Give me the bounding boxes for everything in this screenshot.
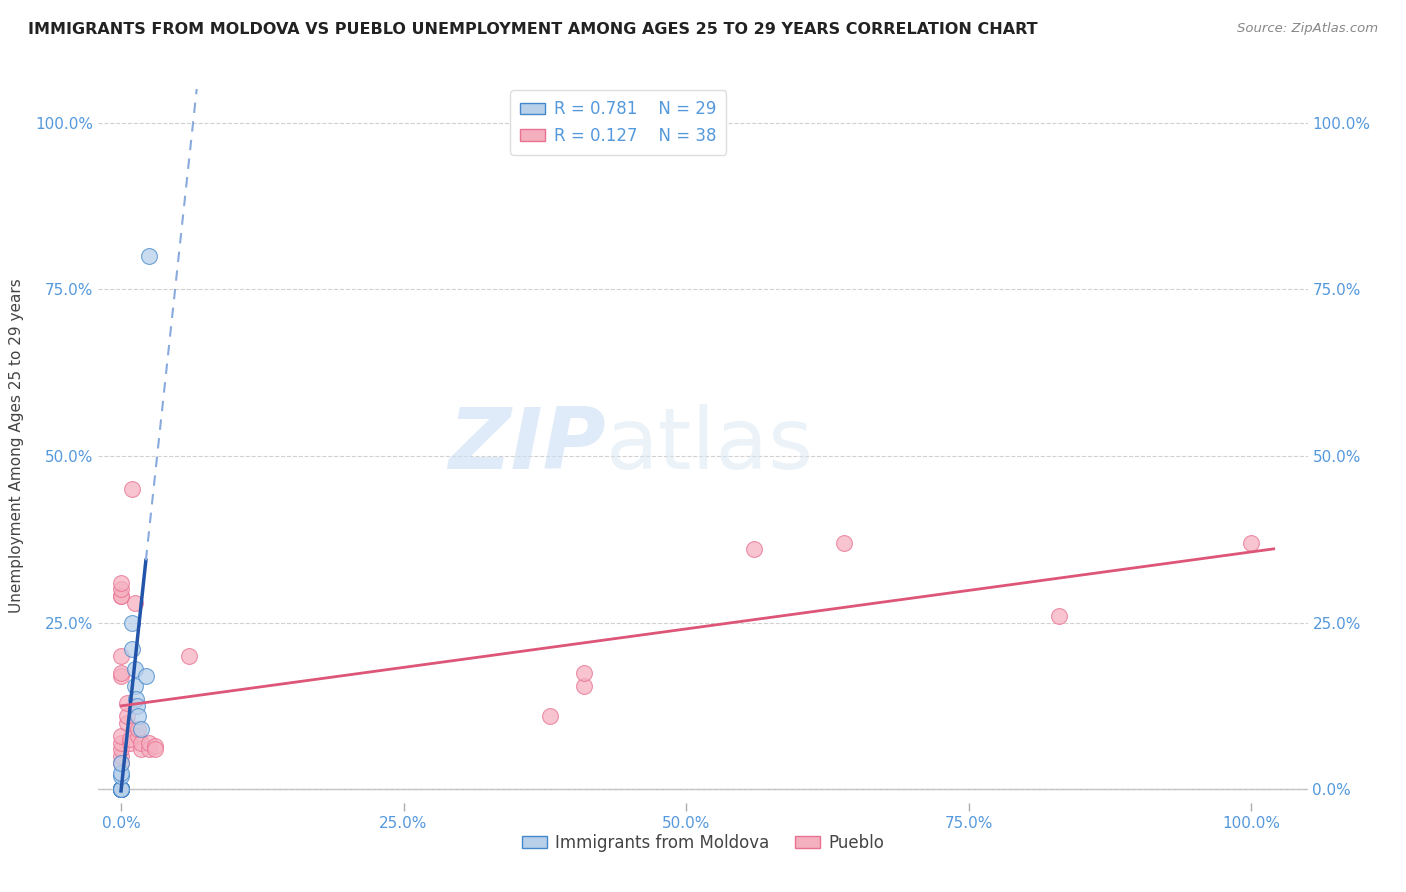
Point <box>110 782 132 797</box>
Point <box>127 709 149 723</box>
Point <box>138 742 160 756</box>
Point <box>110 649 132 664</box>
Point <box>110 782 132 797</box>
Point <box>124 662 146 676</box>
Point <box>110 669 132 683</box>
Point <box>124 679 146 693</box>
Point <box>110 782 132 797</box>
Point <box>135 669 157 683</box>
Point <box>110 589 132 603</box>
Point <box>110 756 132 770</box>
Point <box>120 732 142 747</box>
Point <box>110 589 132 603</box>
Point <box>110 756 132 770</box>
Point <box>127 723 149 737</box>
Text: Source: ZipAtlas.com: Source: ZipAtlas.com <box>1237 22 1378 36</box>
Y-axis label: Unemployment Among Ages 25 to 29 years: Unemployment Among Ages 25 to 29 years <box>10 278 24 614</box>
Point <box>110 582 132 597</box>
Point <box>110 782 132 797</box>
Text: ZIP: ZIP <box>449 404 606 488</box>
Point <box>110 782 132 797</box>
Point <box>115 696 138 710</box>
Point <box>110 575 132 590</box>
Point <box>832 535 855 549</box>
Point <box>138 736 160 750</box>
Point <box>177 649 200 664</box>
Point <box>110 782 132 797</box>
Point <box>110 782 132 797</box>
Point <box>110 729 132 743</box>
Point <box>115 709 138 723</box>
Text: atlas: atlas <box>606 404 814 488</box>
Point <box>131 723 153 737</box>
Point <box>1240 535 1263 549</box>
Point <box>110 782 132 797</box>
Point <box>110 769 132 783</box>
Point <box>110 782 132 797</box>
Point <box>131 736 153 750</box>
Legend: Immigrants from Moldova, Pueblo: Immigrants from Moldova, Pueblo <box>516 828 890 859</box>
Point <box>110 782 132 797</box>
Point <box>110 665 132 680</box>
Point <box>110 782 132 797</box>
Point <box>110 782 132 797</box>
Point <box>143 739 166 753</box>
Point <box>574 665 596 680</box>
Point <box>110 782 132 797</box>
Point <box>143 742 166 756</box>
Point <box>121 642 143 657</box>
Point <box>115 715 138 730</box>
Point <box>574 679 596 693</box>
Point <box>110 749 132 764</box>
Point <box>110 782 132 797</box>
Point <box>124 596 146 610</box>
Point <box>125 699 148 714</box>
Point <box>110 782 132 797</box>
Point <box>121 615 143 630</box>
Point <box>538 709 561 723</box>
Point <box>110 736 132 750</box>
Point <box>742 542 765 557</box>
Point <box>120 736 142 750</box>
Point <box>138 249 160 263</box>
Point <box>110 782 132 797</box>
Text: IMMIGRANTS FROM MOLDOVA VS PUEBLO UNEMPLOYMENT AMONG AGES 25 TO 29 YEARS CORRELA: IMMIGRANTS FROM MOLDOVA VS PUEBLO UNEMPL… <box>28 22 1038 37</box>
Point <box>131 742 153 756</box>
Point <box>110 782 132 797</box>
Point <box>127 729 149 743</box>
Point <box>1047 609 1070 624</box>
Point <box>110 742 132 756</box>
Point <box>121 483 143 497</box>
Point <box>110 765 132 780</box>
Point <box>110 782 132 797</box>
Point <box>125 692 148 706</box>
Point <box>110 782 132 797</box>
